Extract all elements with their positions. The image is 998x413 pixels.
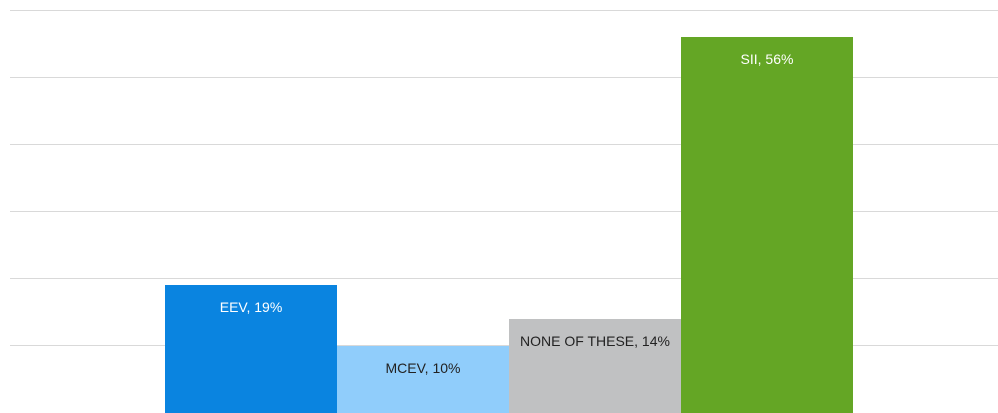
grid-line <box>10 278 998 280</box>
bar <box>509 318 681 413</box>
bar <box>681 36 853 413</box>
data-label: MCEV, 10% <box>385 359 461 376</box>
grid-line <box>10 143 998 145</box>
grid-line <box>10 211 998 212</box>
bar <box>165 285 337 413</box>
data-label: EEV, 19% <box>219 299 283 316</box>
data-label: SII, 56% <box>740 50 794 67</box>
grid-line <box>10 76 998 78</box>
data-label: NONE OF THESE, 14% <box>520 332 670 349</box>
bar <box>337 345 509 413</box>
grid-line <box>10 9 998 11</box>
